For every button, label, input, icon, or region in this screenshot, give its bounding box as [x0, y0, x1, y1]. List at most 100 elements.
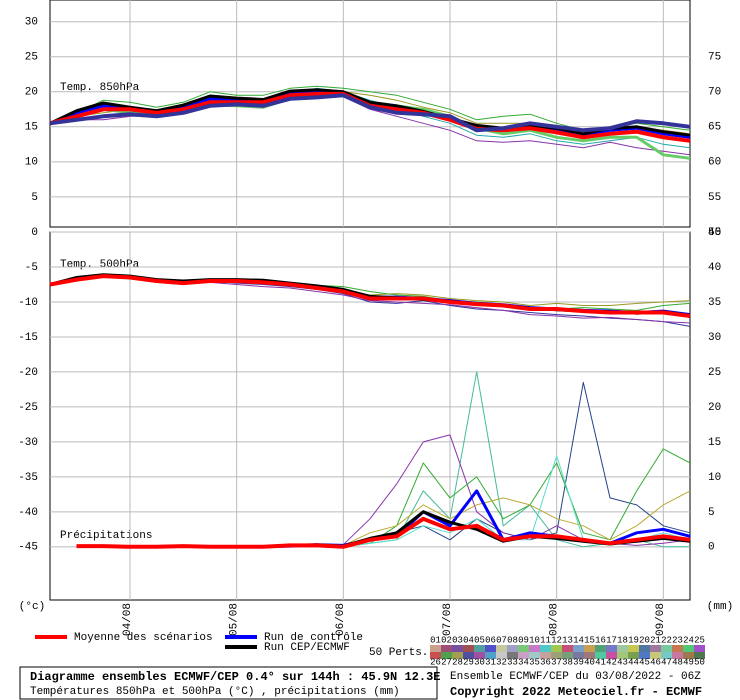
legend-swatch — [573, 645, 584, 652]
legend-swatch — [452, 652, 463, 659]
y2-tick-label: 75 — [708, 52, 721, 64]
legend-swatch — [628, 645, 639, 652]
y2-tick-label: 65 — [708, 122, 721, 134]
legend-swatch — [518, 652, 529, 659]
y-tick-label: 5 — [31, 192, 38, 204]
y2-tick-label: 60 — [708, 157, 721, 169]
legend-label: 05 — [474, 635, 485, 645]
y-tick-label: 15 — [25, 122, 38, 134]
legend-swatch — [617, 645, 628, 652]
legend-label: 42 — [606, 657, 617, 667]
y2-tick-label: 35 — [708, 297, 721, 309]
legend-label: 35 — [529, 657, 540, 667]
legend-label: 02 — [441, 635, 452, 645]
legend-swatch — [463, 645, 474, 652]
legend-swatch — [540, 652, 551, 659]
y-tick-label: -15 — [18, 332, 38, 344]
y2-tick-label: 70 — [708, 87, 721, 99]
legend-label: 37 — [551, 657, 562, 667]
legend-swatch — [617, 652, 628, 659]
legend-label: 30 — [474, 657, 485, 667]
legend-label: 26 — [430, 657, 441, 667]
legend-swatch — [507, 652, 518, 659]
legend-label: 28 — [452, 657, 463, 667]
legend-swatch — [540, 645, 551, 652]
y-axis-label: (°c) — [19, 601, 45, 613]
x-tick-label: 06/08 — [335, 603, 347, 636]
legend-label: 32 — [496, 657, 507, 667]
legend-swatch — [496, 645, 507, 652]
legend-swatch — [507, 645, 518, 652]
legend-label: 36 — [540, 657, 551, 667]
legend-label: 31 — [485, 657, 496, 667]
y2-tick-label: 5 — [708, 507, 715, 519]
legend-label: 34 — [518, 657, 529, 667]
legend-swatch — [529, 652, 540, 659]
legend-swatch — [694, 645, 705, 652]
legend-swatch — [485, 652, 496, 659]
legend-label: 27 — [441, 657, 452, 667]
legend-swatch — [441, 652, 452, 659]
legend-swatch — [650, 645, 661, 652]
legend-swatch — [452, 645, 463, 652]
legend-label: 17 — [606, 635, 617, 645]
legend-label: 11 — [540, 635, 551, 645]
legend-swatch — [562, 652, 573, 659]
legend-label: 18 — [617, 635, 628, 645]
legend-label: 09 — [518, 635, 529, 645]
legend-swatch — [496, 652, 507, 659]
legend-swatch — [430, 652, 441, 659]
legend-swatch — [628, 652, 639, 659]
legend-label: 01 — [430, 635, 441, 645]
legend-swatch — [430, 645, 441, 652]
legend-label: 38 — [562, 657, 573, 667]
credit: Copyright 2022 Meteociel.fr - ECMWF — [450, 685, 702, 699]
chart-subtitle: Températures 850hPa et 500hPa (°C) , pré… — [30, 686, 400, 698]
legend-swatch — [551, 652, 562, 659]
legend-label: 20 — [639, 635, 650, 645]
title-box — [19, 666, 438, 700]
legend-swatch — [529, 645, 540, 652]
y2-tick-label: 45 — [708, 227, 721, 239]
y2-tick-label: 15 — [708, 437, 721, 449]
y-tick-label: -20 — [18, 367, 38, 379]
legend-swatch — [551, 645, 562, 652]
legend-label: 49 — [683, 657, 694, 667]
legend-swatch — [584, 645, 595, 652]
legend-label: 39 — [573, 657, 584, 667]
legend-swatch — [650, 652, 661, 659]
legend-swatch — [606, 645, 617, 652]
legend-label: 04 — [463, 635, 474, 645]
legend-swatch — [639, 652, 650, 659]
legend-label: Run de contrôle — [264, 632, 363, 644]
legend-label: 45 — [639, 657, 650, 667]
legend-label: 41 — [595, 657, 606, 667]
legend-swatch — [639, 645, 650, 652]
x-tick-label: 05/08 — [229, 603, 241, 636]
legend-label: 06 — [485, 635, 496, 645]
y-tick-label: -5 — [25, 262, 38, 274]
y2-tick-label: 0 — [708, 542, 715, 554]
legend-label: 07 — [496, 635, 507, 645]
legend-swatch — [683, 652, 694, 659]
y2-tick-label: 55 — [708, 192, 721, 204]
y2-tick-label: 25 — [708, 367, 721, 379]
grid — [50, 0, 690, 600]
legend-label: Moyenne des scénarios — [74, 632, 213, 644]
legend-label: 46 — [650, 657, 661, 667]
legend-label: 47 — [661, 657, 672, 667]
legend-swatch — [694, 652, 705, 659]
x-tick-label: 08/08 — [549, 603, 561, 636]
y2-tick-label: 10 — [708, 472, 721, 484]
y-tick-label: 0 — [31, 227, 38, 239]
y2-axis-label: (mm) — [707, 601, 733, 613]
series-line — [76, 516, 691, 549]
y2-tick-label: 30 — [708, 332, 721, 344]
legend-swatch — [672, 645, 683, 652]
legend-swatch — [518, 645, 529, 652]
legend-label: 10 — [529, 635, 540, 645]
legend-label: 43 — [617, 657, 628, 667]
y-tick-label: 20 — [25, 87, 38, 99]
legend-swatch — [562, 645, 573, 652]
